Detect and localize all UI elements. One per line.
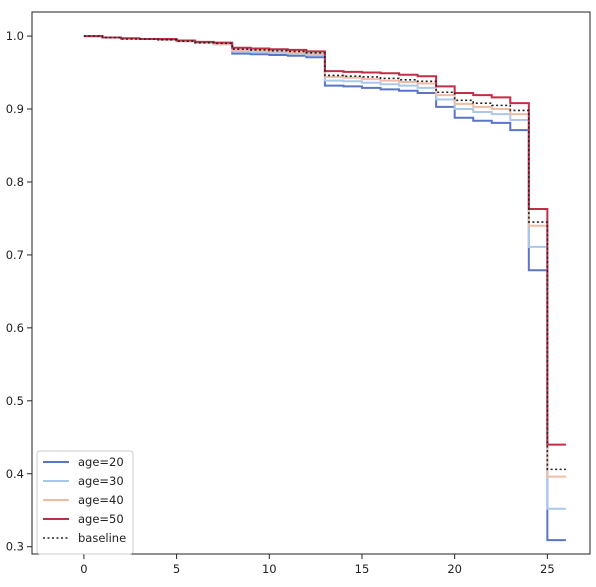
series-line-baseline: [83, 35, 566, 471]
axes-layer: 0 5 10 15 20 25 0.3 0.4 0.5 0.6 0.7 0.8 0.9 1.0: [6, 29, 555, 576]
x-tick-label: 0: [80, 562, 87, 576]
y-tick-label: 0.7: [6, 248, 24, 262]
x-tick-label: 25: [540, 562, 555, 576]
y-tick-label: 0.4: [6, 467, 24, 481]
x-tick-label: 20: [447, 562, 462, 576]
legend-box: [36, 450, 134, 555]
legend-label: age=50: [78, 512, 124, 526]
y-tick-label: 1.0: [6, 29, 24, 43]
series-layer: [83, 35, 566, 542]
legend-label: age=30: [78, 474, 124, 488]
legend-label: age=20: [78, 455, 124, 469]
plot-frame: [31, 11, 591, 555]
y-tick-label: 0.3: [6, 540, 24, 554]
legend-label: age=40: [78, 493, 124, 507]
y-tick-label: 0.8: [6, 175, 24, 189]
legend-label: baseline: [78, 531, 126, 545]
x-tick-label: 10: [262, 562, 277, 576]
legend: age=20 age=30 age=40 age=50 baseline: [36, 450, 134, 555]
y-tick-label: 0.9: [6, 102, 24, 116]
x-tick-label: 15: [355, 562, 370, 576]
y-tick-label: 0.5: [6, 394, 24, 408]
y-tick-label: 0.6: [6, 321, 24, 335]
x-tick-label: 5: [173, 562, 180, 576]
